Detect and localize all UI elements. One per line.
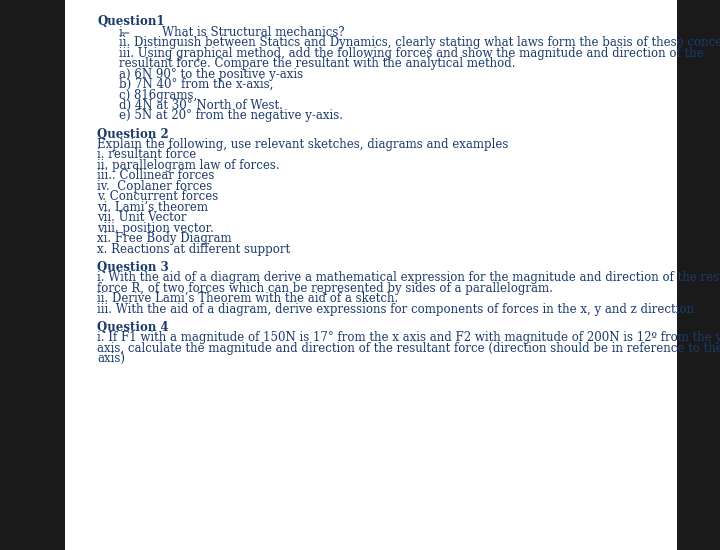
Text: Question 4: Question 4 [97, 321, 168, 334]
Text: axis): axis) [97, 352, 125, 365]
Text: force R, of two forces which can be represented by sides of a parallelogram.: force R, of two forces which can be repr… [97, 282, 553, 295]
Text: resultant force. Compare the resultant with the analytical method.: resultant force. Compare the resultant w… [119, 57, 516, 70]
Bar [0, 0, 65, 550]
Text: d) 4N at 30° North of West.: d) 4N at 30° North of West. [119, 99, 283, 112]
Text: What is Structural mechanics?: What is Structural mechanics? [162, 26, 345, 39]
Text: c) 816grams,: c) 816grams, [119, 89, 197, 102]
Text: axis, calculate the magnitude and direction of the resultant force (direction sh: axis, calculate the magnitude and direct… [97, 342, 720, 355]
Text: iv.  Coplaner forces: iv. Coplaner forces [97, 180, 212, 193]
Text: i.: i. [119, 26, 126, 39]
Text: iii. With the aid of a diagram, derive expressions for components of forces in t: iii. With the aid of a diagram, derive e… [97, 302, 694, 316]
Text: i. resultant force: i. resultant force [97, 148, 197, 162]
Text: vii. Unit Vector: vii. Unit Vector [97, 211, 186, 224]
Text: e) 5N at 20° from the negative y-axis.: e) 5N at 20° from the negative y-axis. [119, 109, 343, 123]
Text: x. Reactions at different support: x. Reactions at different support [97, 243, 290, 256]
Text: iii. Using graphical method, add the following forces and show the magnitude and: iii. Using graphical method, add the fol… [119, 47, 703, 60]
Text: a) 6N 90° to the positive y-axis: a) 6N 90° to the positive y-axis [119, 68, 303, 81]
Text: viii. position vector.: viii. position vector. [97, 222, 214, 235]
Text: iii.. Collinear forces: iii.. Collinear forces [97, 169, 215, 183]
Text: i. If F1 with a magnitude of 150N is 17° from the x axis and F2 with magnitude o: i. If F1 with a magnitude of 150N is 17°… [97, 331, 720, 344]
Text: ii. parallelogram law of forces.: ii. parallelogram law of forces. [97, 159, 280, 172]
Text: ii. Distinguish between Statics and Dynamics, clearly stating what laws form the: ii. Distinguish between Statics and Dyna… [119, 36, 720, 50]
Text: ii. Derive Lami’s Theorem with the aid of a sketch.: ii. Derive Lami’s Theorem with the aid o… [97, 292, 398, 305]
Text: xi. Free Body Diagram: xi. Free Body Diagram [97, 232, 232, 245]
Text: vi. Lami’s theorem: vi. Lami’s theorem [97, 201, 208, 214]
Text: Explain the following, use relevant sketches, diagrams and examples: Explain the following, use relevant sket… [97, 138, 508, 151]
Text: b) 7N 40° from the x-axis,: b) 7N 40° from the x-axis, [119, 78, 273, 91]
Text: i. With the aid of a diagram derive a mathematical expression for the magnitude : i. With the aid of a diagram derive a ma… [97, 271, 720, 284]
Text: Question 3: Question 3 [97, 261, 169, 274]
Bar [677, 0, 720, 550]
Text: Question 2: Question 2 [97, 128, 169, 141]
Text: Question1: Question1 [97, 15, 165, 29]
Text: v. Concurrent forces: v. Concurrent forces [97, 190, 218, 204]
